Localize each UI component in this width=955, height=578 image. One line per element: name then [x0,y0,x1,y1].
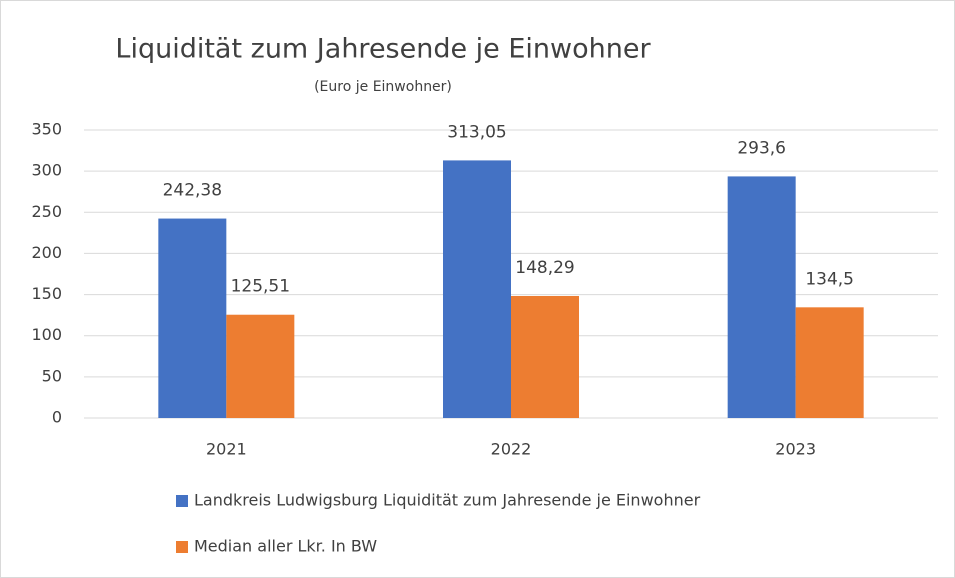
legend-label: Landkreis Ludwigsburg Liquidität zum Jah… [194,491,701,510]
legend-swatch [176,495,188,507]
bar [443,160,511,418]
value-label: 242,38 [163,181,222,201]
bar [511,295,579,418]
bar [727,176,796,418]
x-tick-label: 2023 [775,440,816,459]
x-tick-label: 2022 [491,440,532,459]
bar [226,314,295,418]
y-tick-label: 250 [31,202,62,221]
value-label: 134,5 [805,269,854,289]
chart-subtitle: (Euro je Einwohner) [314,79,452,95]
y-tick-label: 350 [31,120,62,139]
legend-swatch [176,541,188,553]
y-tick-label: 50 [42,366,62,385]
value-label: 293,6 [737,138,786,158]
value-label: 148,29 [515,258,574,278]
x-tick-label: 2021 [206,440,247,459]
bar [158,218,227,418]
chart-title: Liquidität zum Jahresende je Einwohner [115,34,651,65]
value-label: 313,05 [447,122,506,142]
value-label: 125,51 [231,277,290,297]
legend-label: Median aller Lkr. In BW [194,537,377,556]
bar [795,307,864,418]
y-tick-label: 300 [31,161,62,180]
y-tick-label: 150 [31,284,62,303]
y-tick-label: 0 [52,408,62,427]
y-tick-label: 100 [31,325,62,344]
y-tick-label: 200 [31,243,62,262]
